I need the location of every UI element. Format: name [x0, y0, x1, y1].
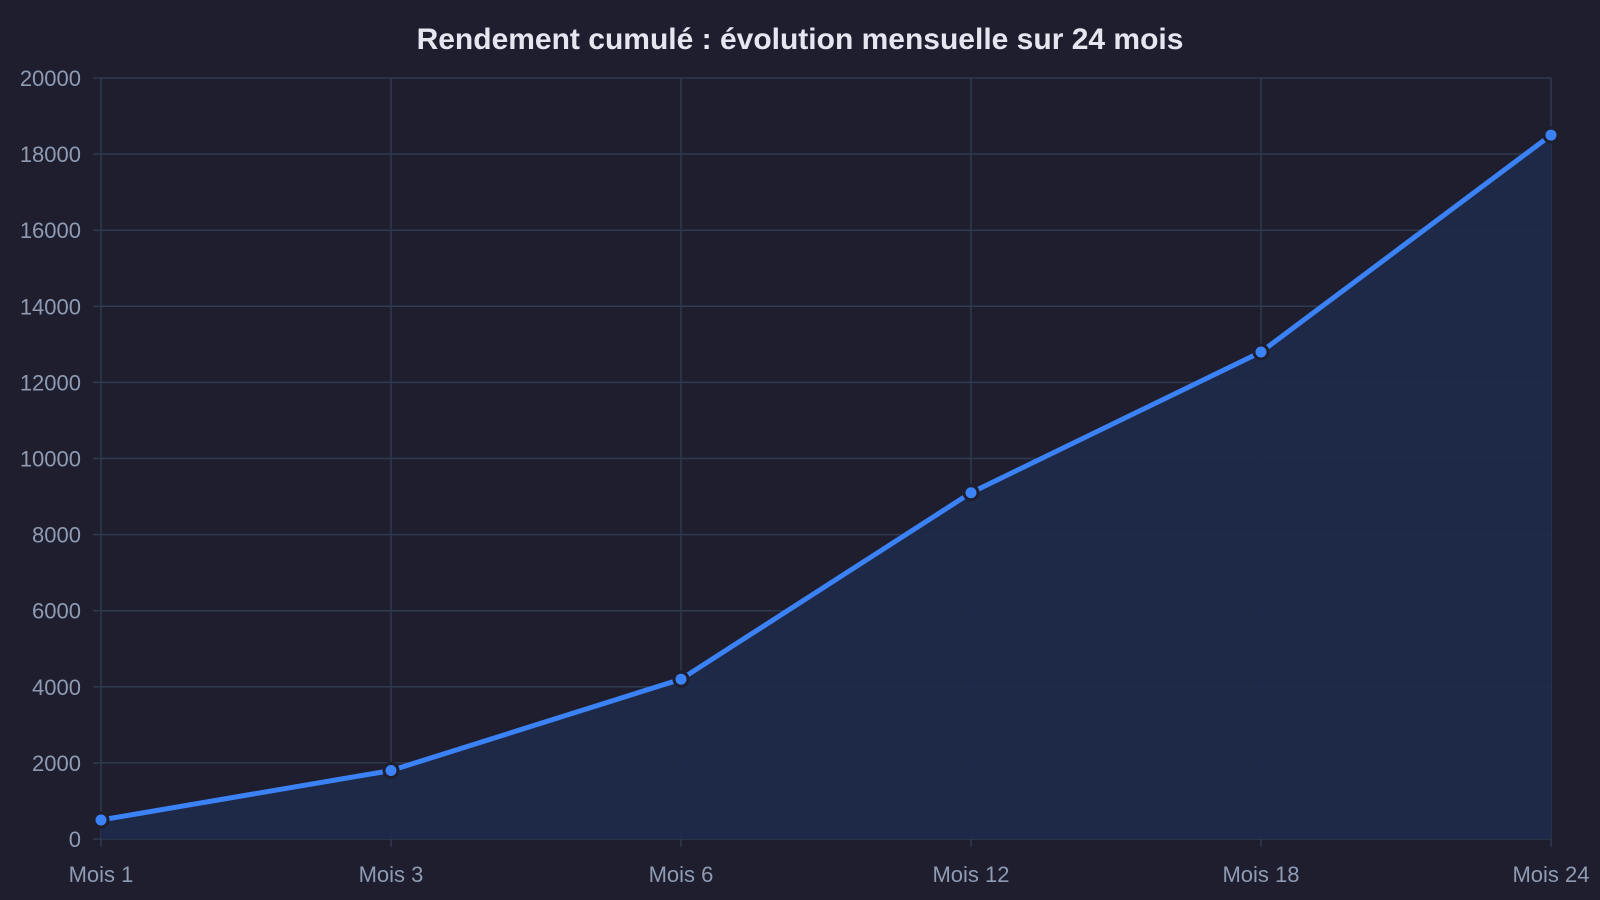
y-tick-label: 12000: [20, 370, 81, 395]
x-axis-ticks: Mois 1 Mois 3 Mois 6 Mois 12 Mois 18 Mois 24: [69, 862, 1590, 887]
y-tick-label: 10000: [20, 447, 81, 472]
y-tick-label: 8000: [32, 523, 81, 548]
data-point: [382, 762, 400, 780]
data-point: [1542, 126, 1560, 144]
y-tick-label: 16000: [20, 218, 81, 243]
data-point: [962, 484, 980, 502]
series-line: [98, 132, 1554, 823]
y-tick-label: 4000: [32, 675, 81, 700]
data-point: [672, 670, 690, 688]
x-tick-label: Mois 6: [649, 862, 714, 887]
y-tick-label: 18000: [20, 142, 81, 167]
y-tick-label: 2000: [32, 751, 81, 776]
chart-title: Rendement cumulé : évolution mensuelle s…: [417, 23, 1184, 56]
x-tick-label: Mois 3: [359, 862, 424, 887]
area-layer: [101, 135, 1551, 840]
series-area: [101, 135, 1551, 840]
x-tick-label: Mois 1: [69, 862, 134, 887]
y-axis-ticks: 0 2000 4000 6000 8000 10000 12000 14000 16000 180…: [20, 66, 81, 852]
line-layer: [98, 132, 1554, 823]
y-tick-label: 20000: [20, 66, 81, 91]
y-tick-label: 6000: [32, 599, 81, 624]
data-point: [92, 811, 110, 829]
y-tick-label: 0: [69, 827, 81, 852]
x-tick-label: Mois 12: [932, 862, 1009, 887]
x-tick-label: Mois 24: [1512, 862, 1589, 887]
x-tick-label: Mois 18: [1222, 862, 1299, 887]
marker-layer: [92, 126, 1560, 829]
data-point: [1252, 343, 1270, 361]
y-tick-label: 14000: [20, 294, 81, 319]
